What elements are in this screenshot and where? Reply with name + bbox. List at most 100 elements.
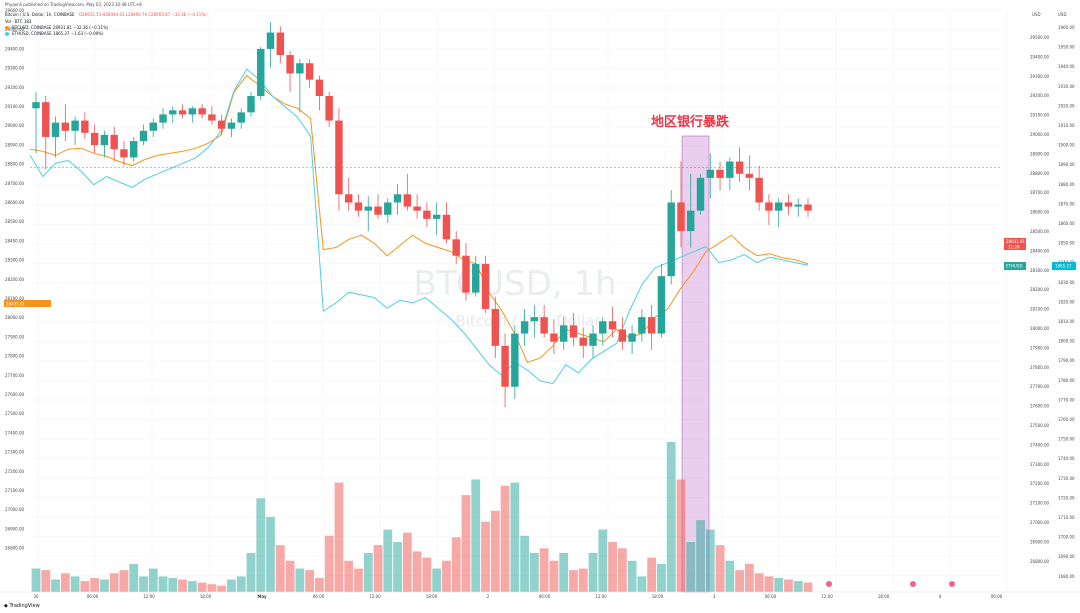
candle-body bbox=[71, 120, 79, 131]
volume-bar bbox=[490, 510, 500, 592]
candle-body bbox=[520, 321, 529, 334]
volume-bar bbox=[774, 577, 784, 592]
volume-bar bbox=[51, 579, 60, 592]
candle-body bbox=[696, 177, 705, 211]
right-axis-btc-tick: 29400.00 bbox=[1030, 54, 1050, 59]
right-axis-btc-tick: 26900.00 bbox=[1030, 539, 1050, 544]
left-axis-tick: 26900.00 bbox=[5, 526, 25, 531]
candle-body bbox=[735, 161, 744, 174]
volume-bar bbox=[549, 560, 559, 592]
right-axis-eth-tick: 1710.00 bbox=[1058, 515, 1075, 520]
volume-bar bbox=[657, 563, 666, 592]
volume-bar bbox=[647, 557, 657, 592]
time-axis-tick: 18:00 bbox=[200, 594, 212, 599]
volume-bar bbox=[725, 560, 735, 592]
right-axis-eth-tick: 1730.00 bbox=[1058, 476, 1075, 481]
time-axis-tick: May bbox=[257, 594, 267, 599]
left-axis-tick: 27600.00 bbox=[5, 392, 25, 397]
left-axis-tick: 27700.00 bbox=[5, 373, 25, 378]
left-axis-tick: 28500.00 bbox=[5, 219, 25, 224]
volume-bar bbox=[187, 581, 197, 592]
right-axis-eth-tick: 1770.00 bbox=[1058, 397, 1075, 402]
eth-tag-box bbox=[1004, 262, 1026, 270]
candle-body bbox=[472, 263, 480, 293]
volume-bar bbox=[119, 570, 129, 592]
candle-body bbox=[169, 110, 177, 115]
left-axis-tick: 29200.00 bbox=[5, 85, 25, 90]
volume-bar bbox=[285, 560, 295, 592]
right-axis-btc-tick: 28400.00 bbox=[1030, 248, 1050, 253]
candle-body bbox=[32, 102, 40, 109]
right-axis-eth-tick: 1700.00 bbox=[1058, 535, 1075, 540]
time-axis-tick: 12:00 bbox=[595, 594, 607, 599]
eth-swatch-icon bbox=[5, 32, 9, 36]
right-axis-eth-tick: 1960.00 bbox=[1058, 25, 1075, 30]
volume-bar bbox=[70, 576, 80, 592]
tradingview-logo[interactable]: ◆ TradingView bbox=[4, 603, 40, 609]
candle-body bbox=[589, 333, 597, 346]
right-axis-eth-tick: 1950.00 bbox=[1058, 45, 1075, 50]
left-axis-tick: 28100.00 bbox=[5, 296, 25, 301]
candle-body bbox=[804, 204, 812, 211]
volume-bar bbox=[617, 548, 627, 592]
ohlc-values: O28933.53 H28944.63 L28490.74 C28903.87 … bbox=[78, 12, 207, 17]
volume-bar bbox=[178, 579, 187, 592]
right-axis-btc-tick: 27500.00 bbox=[1030, 423, 1050, 428]
candle-body bbox=[217, 120, 226, 129]
candle-body bbox=[550, 333, 558, 342]
time-axis-tick: 12:00 bbox=[821, 594, 833, 599]
candle-body bbox=[198, 108, 206, 115]
volume-bar bbox=[539, 548, 549, 592]
candle-body bbox=[413, 206, 421, 211]
candle-body bbox=[257, 48, 265, 96]
volume-bar bbox=[129, 563, 139, 592]
right-axis-unit: USD bbox=[1032, 12, 1041, 17]
right-axis-btc-tick: 28000.00 bbox=[1030, 326, 1050, 331]
candle-body bbox=[481, 263, 490, 309]
right-axis-btc-tick: 29500.00 bbox=[1030, 35, 1050, 40]
right-axis-eth-tick: 1800.00 bbox=[1058, 339, 1075, 344]
left-axis-tick: 27300.00 bbox=[5, 450, 25, 455]
right-axis-eth-tick: 1750.00 bbox=[1058, 437, 1075, 442]
volume-bar bbox=[373, 545, 383, 592]
volume-bar bbox=[246, 552, 256, 592]
candle-body bbox=[120, 149, 128, 158]
right-axis-eth-tick: 1740.00 bbox=[1058, 456, 1075, 461]
volume-bar bbox=[510, 482, 520, 592]
right-axis-btc-tick: 27200.00 bbox=[1030, 481, 1050, 486]
volume-bar bbox=[383, 529, 393, 592]
left-axis-tick: 27100.00 bbox=[5, 488, 25, 493]
left-axis-tick: 28400.00 bbox=[5, 238, 25, 243]
candle-body bbox=[511, 333, 519, 387]
right-axis-eth-tick: 1940.00 bbox=[1058, 64, 1075, 69]
left-axis-tick: 27900.00 bbox=[5, 334, 25, 339]
btc-swatch-icon bbox=[5, 26, 9, 30]
volume-bar bbox=[197, 582, 207, 592]
left-axis-tick: 28900.00 bbox=[5, 142, 25, 147]
candle-body bbox=[647, 317, 656, 334]
time-axis-tick: 18:00 bbox=[426, 594, 438, 599]
symbol-legend: Bitcoin / U.S. Dollar, 1h, COINBASE O289… bbox=[5, 12, 210, 18]
candle-body bbox=[687, 210, 695, 232]
event-flag-icon bbox=[910, 581, 916, 587]
eth-last-price-tag bbox=[1052, 262, 1076, 270]
candle-body bbox=[706, 169, 714, 178]
time-axis-tick: 06:00 bbox=[765, 594, 777, 599]
candle-body bbox=[599, 321, 607, 334]
right-axis-eth-tick: 1860.00 bbox=[1058, 221, 1075, 226]
time-axis-tick: 06:00 bbox=[87, 594, 99, 599]
volume-bar bbox=[324, 535, 334, 592]
right-axis-eth-tick: 1930.00 bbox=[1058, 84, 1075, 89]
volume-bar bbox=[256, 498, 266, 592]
candle-body bbox=[393, 194, 402, 203]
candle-body bbox=[384, 202, 392, 215]
volume-bar bbox=[217, 585, 227, 592]
candle-body bbox=[462, 255, 470, 293]
left-axis-tick: 28200.00 bbox=[5, 277, 25, 282]
candle-body bbox=[491, 308, 500, 346]
volume-bar bbox=[735, 570, 744, 592]
right-axis-btc-tick: 29200.00 bbox=[1030, 93, 1050, 98]
ethusd-compare-line bbox=[29, 68, 809, 385]
